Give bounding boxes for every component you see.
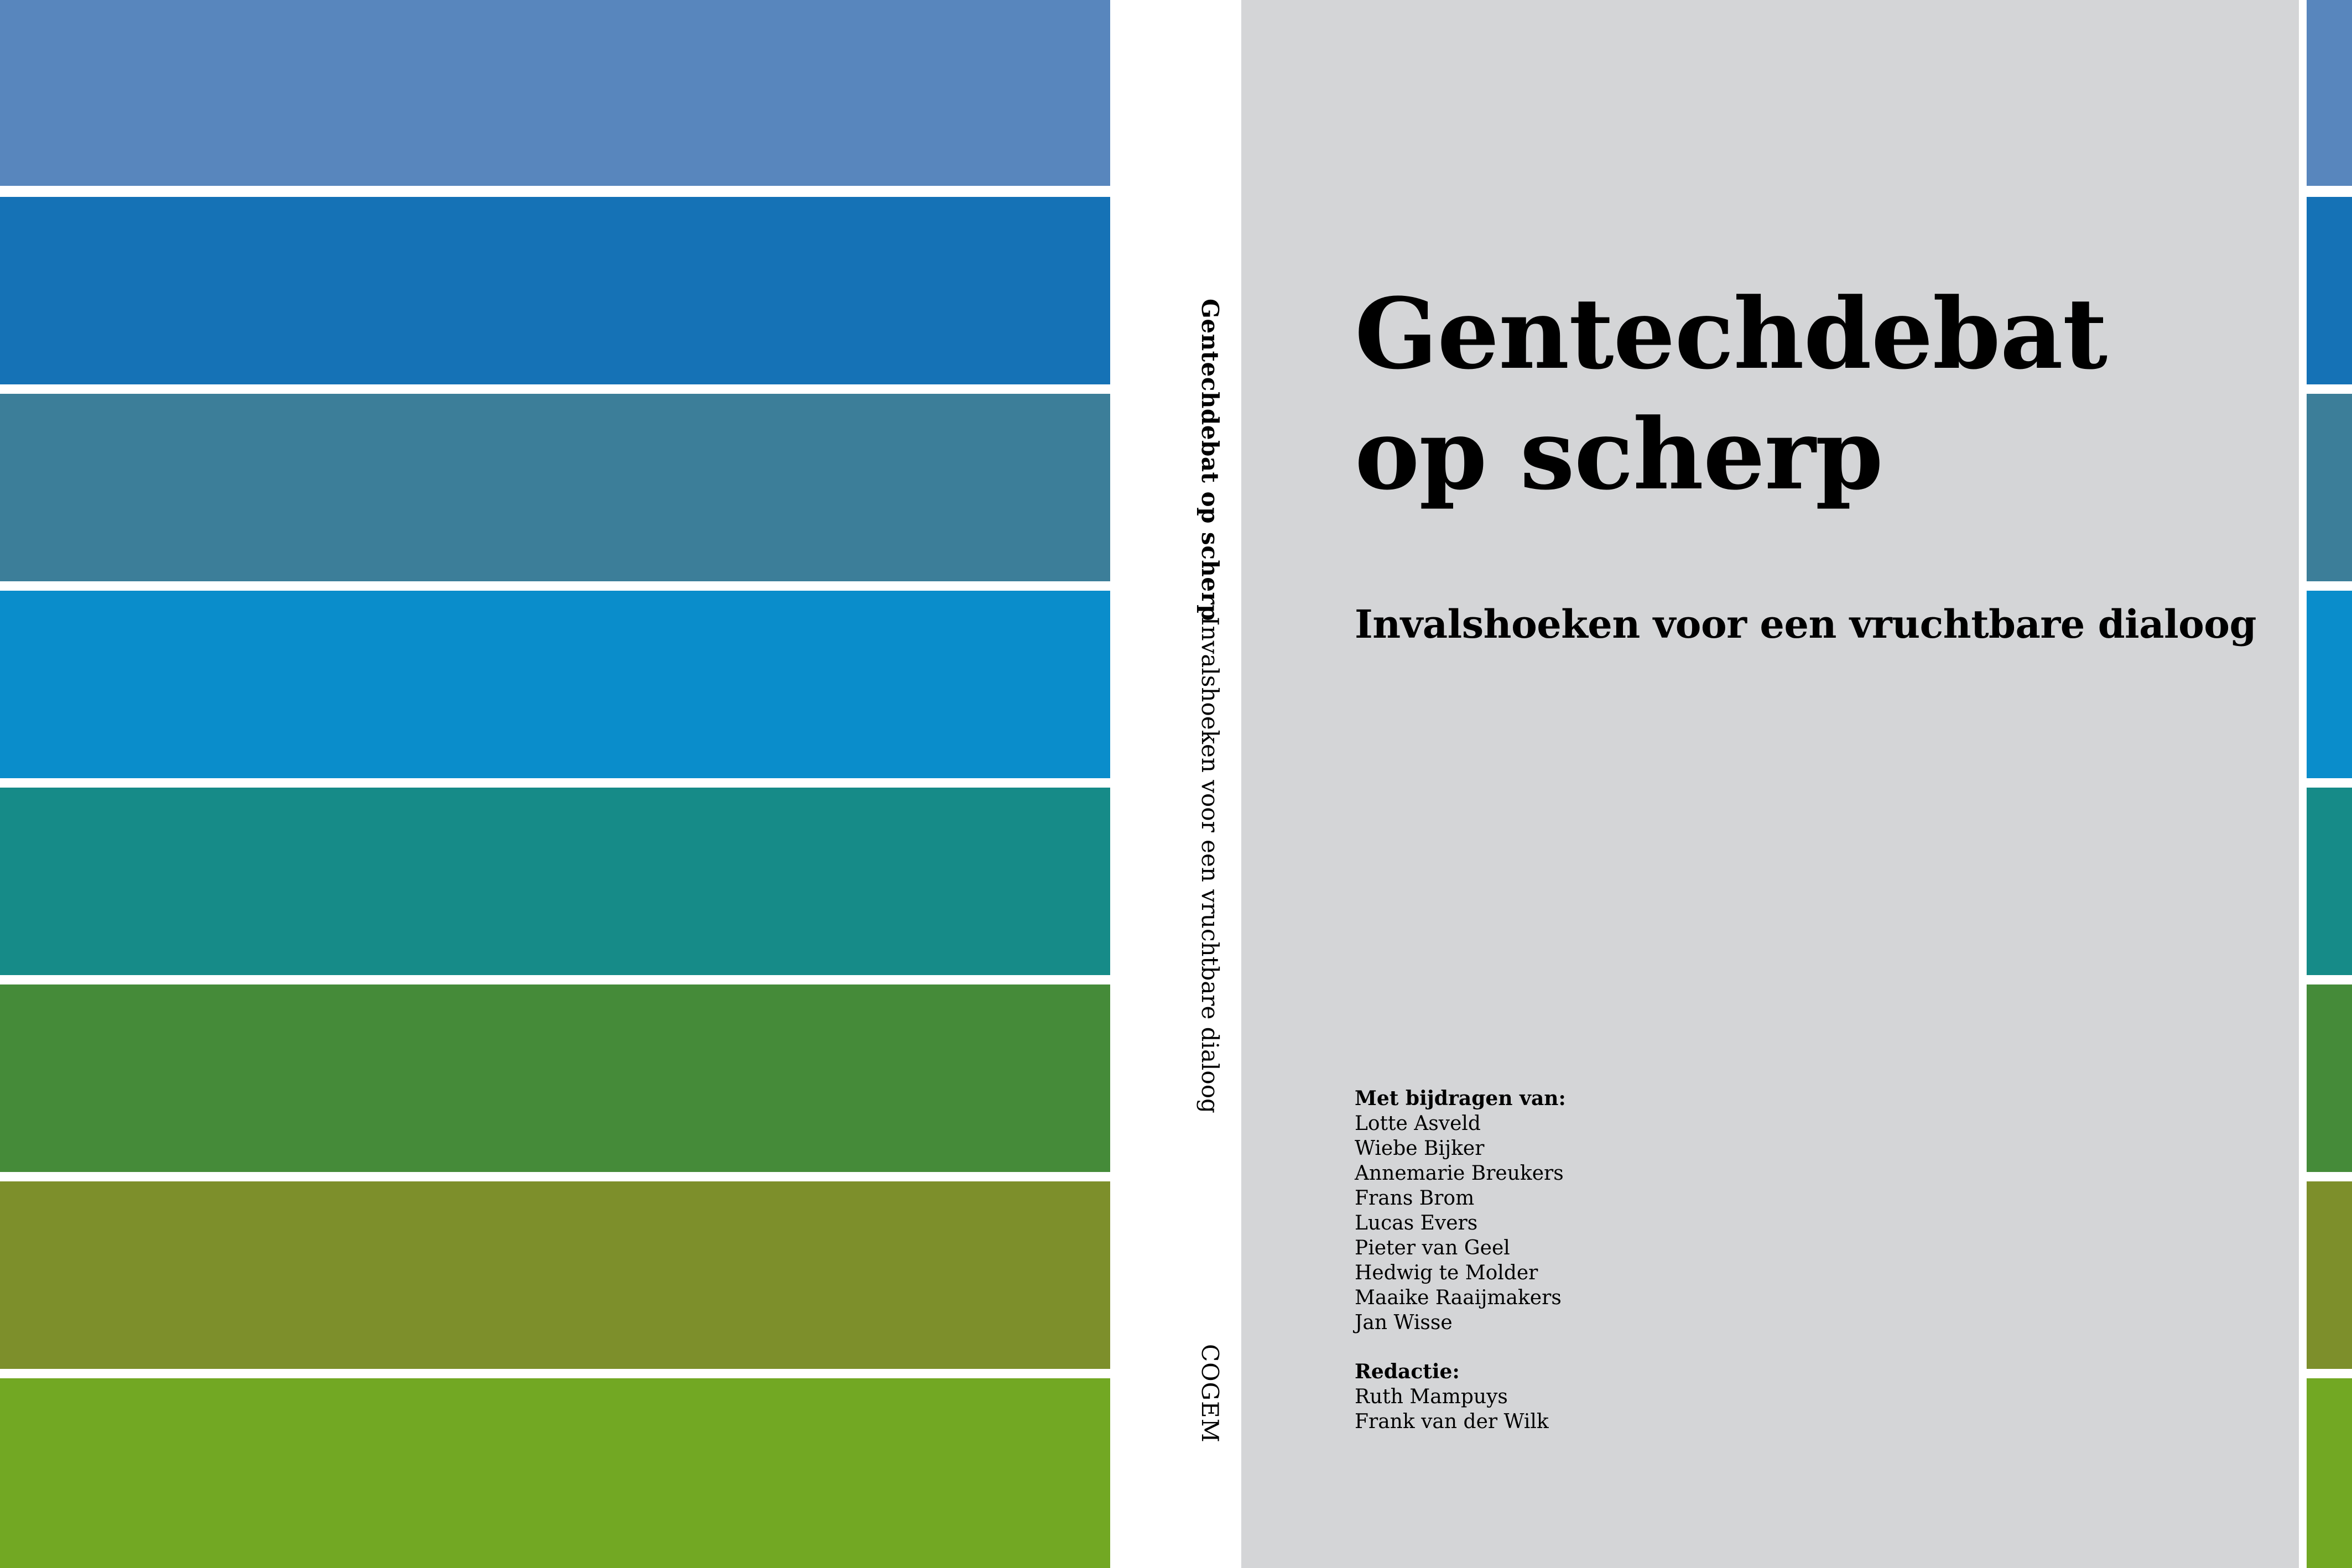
- stripe-4: [0, 591, 1110, 778]
- stripe-8: [2307, 1378, 2352, 1568]
- stripe-1: [2307, 0, 2352, 186]
- spine: [1110, 0, 1241, 1568]
- stripe-3: [2307, 394, 2352, 581]
- stripe-6: [0, 984, 1110, 1172]
- book-title-line-1: Gentechdebat: [1355, 277, 2108, 391]
- stripe-5: [2307, 788, 2352, 975]
- stripe-3: [0, 394, 1110, 581]
- contributor-name: Maaike Raaijmakers: [1355, 1286, 1562, 1309]
- contributor-name: Lotte Asveld: [1355, 1112, 1481, 1135]
- contributor-name: Annemarie Breukers: [1355, 1162, 1564, 1185]
- contributor-name: Wiebe Bijker: [1355, 1137, 1485, 1160]
- book-title: Gentechdebat op scherp: [1355, 274, 2267, 515]
- spine-title: Gentechdebat op scherp: [1196, 299, 1224, 622]
- stripe-6: [2307, 984, 2352, 1172]
- editors-heading: Redactie:: [1355, 1360, 1460, 1383]
- editor-name: Ruth Mampuys: [1355, 1385, 1508, 1408]
- contributor-name: Hedwig te Molder: [1355, 1262, 1538, 1284]
- credits-spacer: [1355, 1335, 1566, 1359]
- book-title-line-2: op scherp: [1355, 397, 1883, 512]
- contributor-name: Lucas Evers: [1355, 1212, 1478, 1234]
- stripe-2: [0, 197, 1110, 384]
- book-subtitle: Invalshoeken voor een vruchtbare dialoog: [1355, 601, 2256, 647]
- stripe-7: [2307, 1181, 2352, 1369]
- stripe-8: [0, 1378, 1110, 1568]
- stripe-1: [0, 0, 1110, 186]
- contributor-name: Jan Wisse: [1355, 1311, 1453, 1334]
- spine-text: Gentechdebat op scherp Invalshoeken voor…: [1183, 0, 1227, 1568]
- editor-name: Frank van der Wilk: [1355, 1410, 1549, 1433]
- spine-publisher: COGEM: [1196, 1344, 1224, 1443]
- right-edge-stripes: [2307, 0, 2352, 1568]
- stripe-2: [2307, 197, 2352, 384]
- stripe-7: [0, 1181, 1110, 1369]
- credits: Met bijdragen van: Lotte Asveld Wiebe Bi…: [1355, 1086, 1566, 1434]
- contributor-name: Pieter van Geel: [1355, 1237, 1510, 1259]
- front-cover: Gentechdebat op scherp Invalshoeken voor…: [1241, 0, 2299, 1568]
- stripe-5: [0, 788, 1110, 975]
- contributor-name: Frans Brom: [1355, 1187, 1475, 1210]
- stripe-4: [2307, 591, 2352, 778]
- spine-subtitle: Invalshoeken voor een vruchtbare dialoog: [1196, 617, 1224, 1113]
- back-cover-stripes: [0, 0, 1110, 1568]
- contributors-heading: Met bijdragen van:: [1355, 1087, 1566, 1110]
